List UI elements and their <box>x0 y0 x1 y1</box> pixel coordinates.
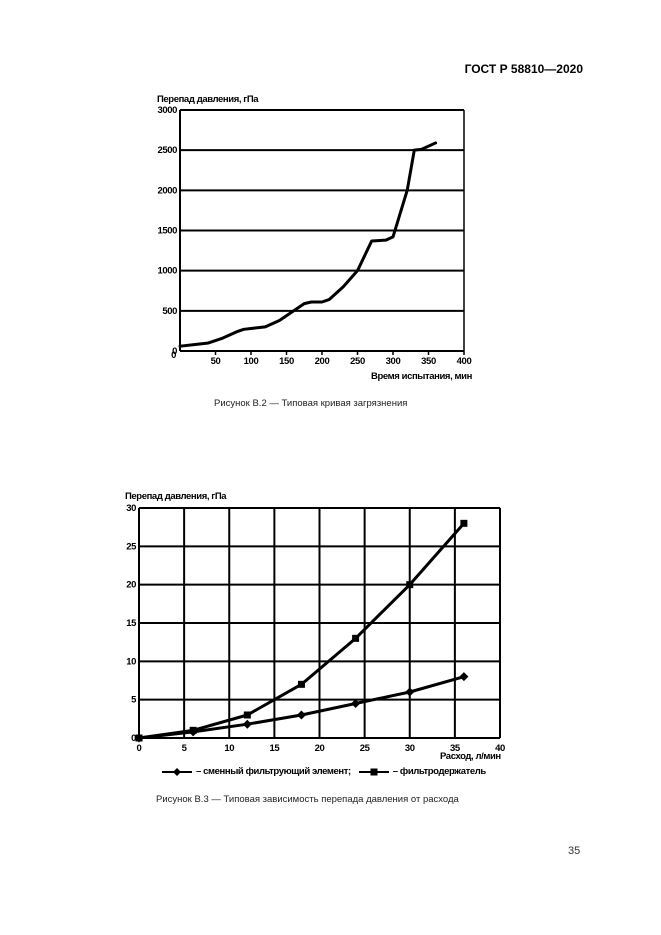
svg-text:1000: 1000 <box>157 266 177 277</box>
svg-text:300: 300 <box>386 356 401 367</box>
svg-text:0: 0 <box>131 733 136 744</box>
svg-text:20: 20 <box>126 580 136 591</box>
svg-text:200: 200 <box>315 356 330 367</box>
svg-text:0: 0 <box>171 350 176 361</box>
fig3-chart: 0 5 10 15 20 25 30 0 5 10 15 20 25 30 35 40 <box>126 503 505 754</box>
svg-text:15: 15 <box>126 618 137 629</box>
svg-text:2500: 2500 <box>157 145 177 156</box>
svg-text:3000: 3000 <box>157 105 177 116</box>
svg-text:2000: 2000 <box>157 185 177 196</box>
legend-item-filter-element: – сменный фильтрующий элемент; <box>196 766 351 777</box>
svg-text:50: 50 <box>211 356 221 367</box>
svg-text:5: 5 <box>131 695 137 706</box>
svg-text:0: 0 <box>172 346 177 357</box>
svg-text:10: 10 <box>126 656 136 667</box>
svg-text:500: 500 <box>162 306 177 317</box>
svg-text:150: 150 <box>279 356 294 367</box>
svg-text:40: 40 <box>495 743 505 754</box>
fig2-x-axis-title: Время испытания, мин <box>371 371 472 382</box>
svg-text:15: 15 <box>269 743 280 754</box>
fig2-y-axis-title: Перепад давления, гПа <box>157 94 259 105</box>
fig3-legend: – сменный фильтрующий элемент; – фильтро… <box>162 766 486 777</box>
diamond-marker-icon <box>162 767 192 776</box>
fig2-caption: Рисунок В.2 — Типовая кривая загрязнения <box>214 398 408 409</box>
fig3-y-axis-title: Перепад давления, гПа <box>125 491 227 502</box>
fig3-x-axis-title: Расход, л/мин <box>440 751 501 762</box>
standard-header: ГОСТ Р 58810—2020 <box>464 62 583 76</box>
svg-text:35: 35 <box>450 743 461 754</box>
svg-text:30: 30 <box>126 503 136 514</box>
legend-item-filter-holder: – фильтродержатель <box>392 766 486 777</box>
svg-text:250: 250 <box>350 356 365 367</box>
svg-text:350: 350 <box>421 356 436 367</box>
svg-text:400: 400 <box>457 356 472 367</box>
fig3-caption: Рисунок В.3 — Типовая зависимость перепа… <box>156 794 459 805</box>
svg-text:30: 30 <box>405 743 415 754</box>
svg-text:25: 25 <box>360 743 371 754</box>
svg-text:10: 10 <box>224 743 234 754</box>
svg-text:5: 5 <box>182 743 188 754</box>
svg-text:1500: 1500 <box>157 226 177 237</box>
svg-text:25: 25 <box>126 541 137 552</box>
page-number: 35 <box>568 845 581 857</box>
svg-text:0: 0 <box>137 743 142 754</box>
square-marker-icon <box>358 768 389 775</box>
svg-text:100: 100 <box>244 356 259 367</box>
svg-text:20: 20 <box>315 743 325 754</box>
